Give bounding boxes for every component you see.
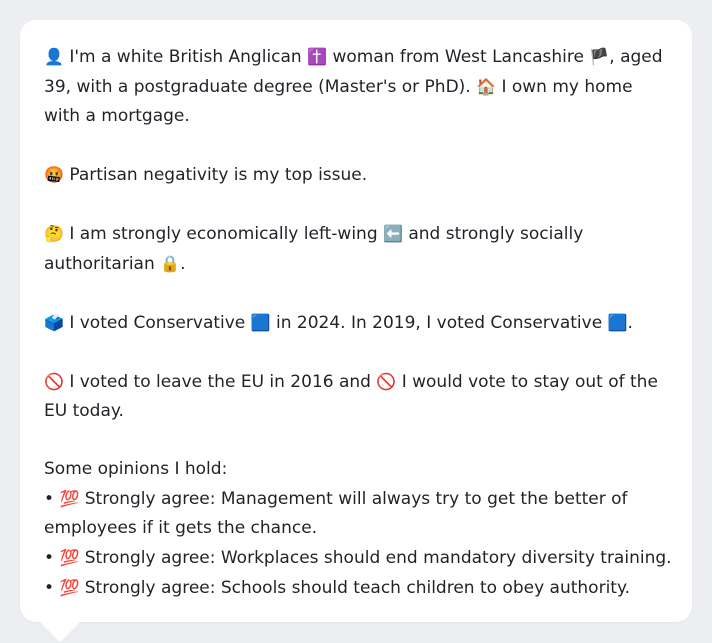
ideology-text-2: and strongly socially authoritarian	[44, 224, 584, 274]
identity-paragraph: 👤 I'm a white British Anglican ✝️ woman …	[44, 42, 674, 131]
votes-text-1: I voted Conservative	[69, 313, 246, 333]
hundred-points-icon: 💯	[59, 578, 80, 597]
identity-text-4: I own my home with a mortgage.	[44, 77, 633, 126]
issue-paragraph: 🤬 Partisan negativity is my top issue.	[44, 160, 674, 190]
bullet: •	[44, 578, 55, 598]
bullet: •	[44, 489, 55, 509]
left-arrow-icon: ⬅️	[383, 224, 403, 243]
hundred-points-icon: 💯	[59, 489, 80, 508]
opinion-text: Strongly agree: Workplaces should end ma…	[84, 548, 672, 568]
lock-icon: 🔒	[160, 254, 181, 273]
bubble-tail	[39, 621, 81, 642]
opinions-heading: Some opinions I hold:	[44, 459, 228, 479]
message-bubble: 👤 I'm a white British Anglican ✝️ woman …	[20, 20, 692, 622]
identity-text-3: , aged 39, with a postgraduate degree (M…	[44, 47, 663, 97]
eu-paragraph: 🚫 I voted to leave the EU in 2016 and 🚫 …	[44, 367, 674, 426]
thinking-face-icon: 🤔	[44, 224, 64, 243]
person-icon: 👤	[44, 47, 64, 66]
house-icon: 🏠	[476, 77, 497, 96]
identity-text-2: woman from West Lancashire	[332, 47, 584, 67]
votes-text-2: in 2024. In 2019, I voted Conservative	[276, 313, 603, 333]
identity-text-1: I'm a white British Anglican	[69, 47, 302, 67]
list-item: • 💯 Strongly agree: Management will alwa…	[44, 484, 674, 543]
opinion-text: Strongly agree: Schools should teach chi…	[84, 578, 631, 598]
issue-text: Partisan negativity is my top issue.	[69, 165, 368, 185]
opinion-text: Strongly agree: Management will always t…	[44, 489, 628, 538]
bullet: •	[44, 548, 55, 568]
blue-square-icon: 🟦	[250, 313, 271, 332]
votes-text-3: .	[627, 313, 633, 333]
angry-face-icon: 🤬	[44, 165, 64, 184]
eu-text-2: I would vote to stay out of the EU today…	[44, 372, 658, 421]
message-content: 👤 I'm a white British Anglican ✝️ woman …	[44, 42, 674, 603]
prohibited-icon: 🚫	[44, 372, 64, 391]
ideology-text-3: .	[180, 254, 186, 274]
ideology-paragraph: 🤔 I am strongly economically left-wing ⬅…	[44, 219, 674, 279]
opinions-section: Some opinions I hold: • 💯 Strongly agree…	[44, 455, 674, 603]
england-flag-icon: 🏴	[589, 47, 610, 66]
list-item: • 💯 Strongly agree: Workplaces should en…	[44, 543, 674, 573]
hundred-points-icon: 💯	[59, 548, 80, 567]
eu-text-1: I voted to leave the EU in 2016 and	[69, 372, 371, 392]
blue-square-icon: 🟦	[607, 313, 628, 332]
ideology-text-1: I am strongly economically left-wing	[69, 224, 378, 244]
list-item: • 💯 Strongly agree: Schools should teach…	[44, 573, 674, 603]
ballot-box-icon: 🗳️	[44, 313, 64, 332]
opinions-list: • 💯 Strongly agree: Management will alwa…	[44, 484, 674, 603]
cross-icon: ✝️	[307, 47, 328, 66]
prohibited-icon: 🚫	[376, 372, 397, 391]
votes-paragraph: 🗳️ I voted Conservative 🟦 in 2024. In 20…	[44, 308, 674, 338]
